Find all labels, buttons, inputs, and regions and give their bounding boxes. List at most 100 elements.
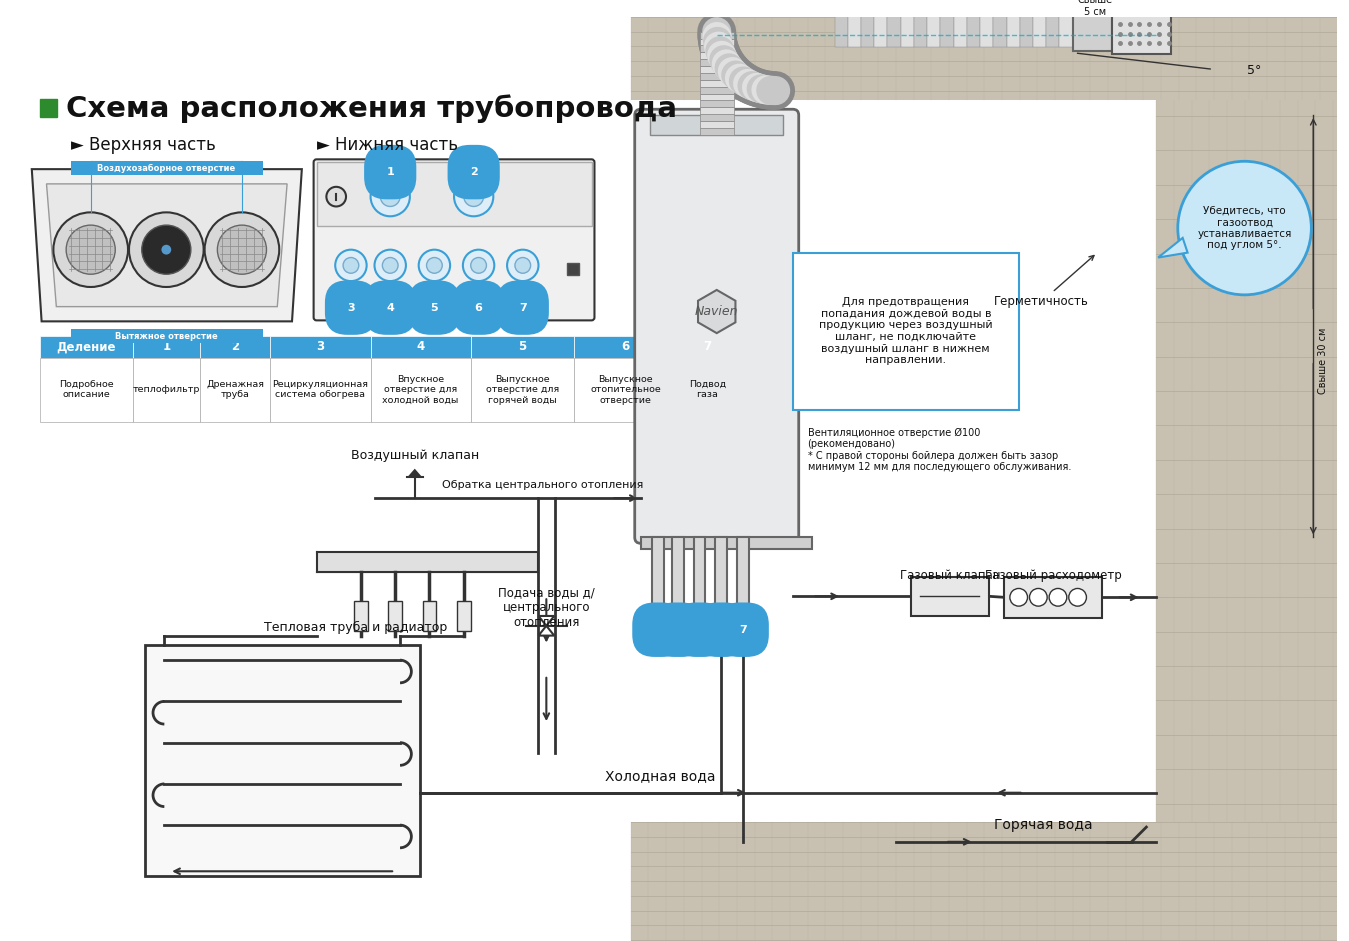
Text: 1: 1 bbox=[162, 341, 170, 354]
Text: Вытяжное отверстие: Вытяжное отверстие bbox=[115, 331, 217, 341]
Circle shape bbox=[326, 187, 347, 206]
Text: 5°: 5° bbox=[1248, 64, 1261, 77]
Bar bbox=[911, 577, 989, 616]
Bar bbox=[874, 16, 888, 47]
Text: 7: 7 bbox=[739, 625, 746, 635]
Bar bbox=[1047, 16, 1059, 47]
Text: Воздушный клапан: Воздушный клапан bbox=[351, 449, 479, 462]
Bar bbox=[457, 601, 471, 630]
Text: Тепловая труба и радиатор: Тепловая труба и радиатор bbox=[264, 620, 448, 633]
Circle shape bbox=[66, 225, 115, 274]
Circle shape bbox=[1029, 588, 1047, 606]
Bar bbox=[270, 358, 371, 422]
Bar bbox=[650, 115, 782, 135]
Bar bbox=[567, 263, 579, 275]
Text: Подача воды д/
центрального
отопления: Подача воды д/ центрального отопления bbox=[498, 586, 595, 630]
Bar bbox=[134, 336, 200, 358]
FancyBboxPatch shape bbox=[313, 159, 595, 320]
Text: Холодная вода: Холодная вода bbox=[604, 769, 715, 783]
Polygon shape bbox=[32, 169, 302, 322]
Bar bbox=[317, 162, 591, 226]
Text: Воздухозаборное отверстие: Воздухозаборное отверстие bbox=[97, 164, 236, 173]
Bar bbox=[1059, 16, 1072, 47]
Text: 2: 2 bbox=[469, 167, 478, 177]
Bar bbox=[700, 39, 734, 45]
Text: 3: 3 bbox=[347, 303, 355, 312]
Bar bbox=[371, 358, 471, 422]
Bar bbox=[39, 358, 134, 422]
Bar bbox=[573, 358, 677, 422]
Text: 4: 4 bbox=[386, 303, 394, 312]
Bar bbox=[389, 601, 402, 630]
Bar bbox=[39, 100, 57, 117]
Bar bbox=[888, 16, 901, 47]
Text: Вентиляционное отверстие Ø100
(рекомендовано)
* С правой стороны бойлера должен : Вентиляционное отверстие Ø100 (рекомендо… bbox=[808, 427, 1071, 472]
Bar bbox=[901, 16, 913, 47]
Text: Свыше
5 см: Свыше 5 см bbox=[1078, 0, 1113, 17]
Text: 1: 1 bbox=[386, 167, 394, 177]
Circle shape bbox=[130, 213, 204, 287]
Circle shape bbox=[54, 213, 128, 287]
Circle shape bbox=[1050, 588, 1067, 606]
Text: Для предотвращения
попадания дождевой воды в
продукцию через воздушный
шланг, не: Для предотвращения попадания дождевой во… bbox=[819, 297, 993, 365]
Circle shape bbox=[375, 249, 406, 281]
Text: Подвод
газа: Подвод газа bbox=[689, 380, 726, 399]
Bar bbox=[1006, 16, 1020, 47]
Bar bbox=[700, 53, 734, 59]
Bar bbox=[200, 336, 270, 358]
Bar bbox=[653, 537, 664, 616]
Text: ► Верхняя часть: ► Верхняя часть bbox=[71, 136, 216, 153]
Circle shape bbox=[335, 249, 367, 281]
Bar bbox=[422, 601, 436, 630]
Bar bbox=[737, 537, 749, 616]
Bar bbox=[793, 252, 1018, 409]
Bar bbox=[270, 336, 371, 358]
Bar bbox=[353, 601, 368, 630]
Text: 5: 5 bbox=[518, 341, 526, 354]
Bar bbox=[471, 336, 573, 358]
Text: ► Нижняя часть: ► Нижняя часть bbox=[317, 136, 457, 153]
Bar bbox=[200, 358, 270, 422]
Circle shape bbox=[1010, 588, 1028, 606]
Text: Газовый клапан: Газовый клапан bbox=[900, 568, 1000, 582]
Text: 2: 2 bbox=[231, 341, 239, 354]
Bar bbox=[967, 16, 981, 47]
Bar bbox=[1156, 17, 1337, 941]
Bar bbox=[700, 121, 734, 128]
Circle shape bbox=[463, 249, 494, 281]
Bar bbox=[573, 336, 677, 358]
Text: Navien: Navien bbox=[695, 305, 738, 318]
Polygon shape bbox=[538, 616, 554, 626]
Bar bbox=[672, 537, 684, 616]
Bar bbox=[144, 646, 420, 876]
Bar bbox=[1033, 16, 1047, 47]
Text: 6: 6 bbox=[622, 341, 630, 354]
Bar bbox=[71, 329, 263, 343]
Bar bbox=[677, 358, 738, 422]
Bar bbox=[631, 17, 1337, 101]
Text: 4: 4 bbox=[674, 625, 681, 635]
Bar bbox=[835, 16, 847, 47]
Text: 5: 5 bbox=[430, 303, 438, 312]
Text: Горячая вода: Горячая вода bbox=[994, 818, 1093, 832]
Circle shape bbox=[507, 249, 538, 281]
Text: 7: 7 bbox=[703, 341, 711, 354]
Bar bbox=[700, 93, 734, 101]
Circle shape bbox=[1068, 588, 1086, 606]
Text: Рециркуляционная
система обогрева: Рециркуляционная система обогрева bbox=[272, 380, 368, 399]
Bar bbox=[371, 336, 471, 358]
Bar bbox=[700, 72, 734, 80]
Bar bbox=[71, 161, 263, 175]
Bar bbox=[700, 101, 734, 107]
Bar bbox=[700, 114, 734, 121]
Text: Подробное
описание: Подробное описание bbox=[59, 380, 113, 399]
Text: Газовый расходометр: Газовый расходометр bbox=[985, 568, 1121, 582]
Bar bbox=[677, 336, 738, 358]
Circle shape bbox=[382, 258, 398, 273]
Bar bbox=[700, 128, 734, 135]
Text: Схема расположения трубопровода: Схема расположения трубопровода bbox=[66, 94, 677, 122]
Text: Свыше 30 см: Свыше 30 см bbox=[1318, 327, 1329, 394]
Circle shape bbox=[205, 213, 279, 287]
Text: Выпускное
отверстие для
горячей воды: Выпускное отверстие для горячей воды bbox=[486, 375, 558, 405]
Bar bbox=[1020, 16, 1033, 47]
